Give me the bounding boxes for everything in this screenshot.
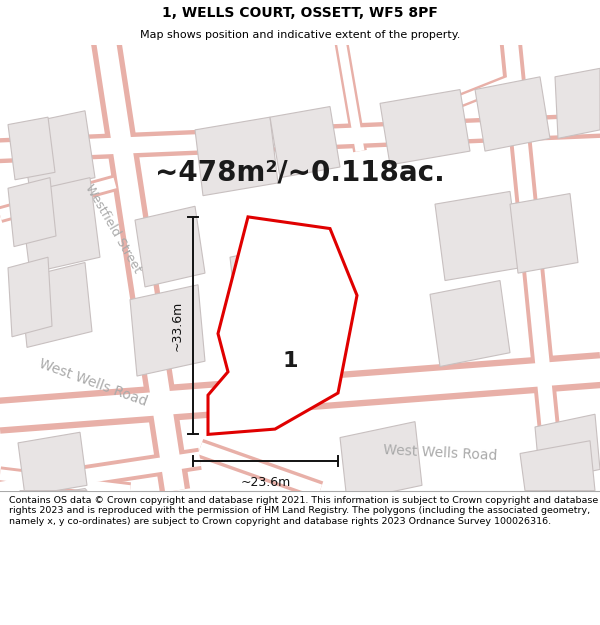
Text: ~478m²/~0.118ac.: ~478m²/~0.118ac. <box>155 158 445 186</box>
Polygon shape <box>555 68 600 138</box>
Polygon shape <box>380 89 470 165</box>
Polygon shape <box>20 262 92 348</box>
Polygon shape <box>475 77 550 151</box>
Text: 1: 1 <box>282 351 298 371</box>
Text: Westfield Street: Westfield Street <box>82 182 143 275</box>
Polygon shape <box>130 285 205 376</box>
Polygon shape <box>510 194 578 273</box>
Text: West Wells Road: West Wells Road <box>383 444 497 464</box>
Polygon shape <box>340 422 422 501</box>
Polygon shape <box>20 177 100 273</box>
Polygon shape <box>20 111 95 191</box>
Polygon shape <box>8 258 52 337</box>
Text: West Wells Road: West Wells Road <box>37 356 149 409</box>
Polygon shape <box>520 441 595 491</box>
Text: ~23.6m: ~23.6m <box>241 476 290 489</box>
Polygon shape <box>208 217 357 434</box>
Polygon shape <box>8 117 55 180</box>
Polygon shape <box>270 106 340 178</box>
Polygon shape <box>535 414 600 482</box>
Polygon shape <box>230 244 298 328</box>
Polygon shape <box>195 117 278 196</box>
Text: Contains OS data © Crown copyright and database right 2021. This information is : Contains OS data © Crown copyright and d… <box>9 496 598 526</box>
Polygon shape <box>435 191 520 281</box>
Polygon shape <box>135 206 205 287</box>
Text: Map shows position and indicative extent of the property.: Map shows position and indicative extent… <box>140 30 460 40</box>
Polygon shape <box>430 281 510 366</box>
Text: ~33.6m: ~33.6m <box>171 301 184 351</box>
Polygon shape <box>18 489 87 499</box>
Polygon shape <box>18 432 87 496</box>
Polygon shape <box>8 177 56 247</box>
Text: 1, WELLS COURT, OSSETT, WF5 8PF: 1, WELLS COURT, OSSETT, WF5 8PF <box>162 6 438 19</box>
Polygon shape <box>225 326 296 414</box>
